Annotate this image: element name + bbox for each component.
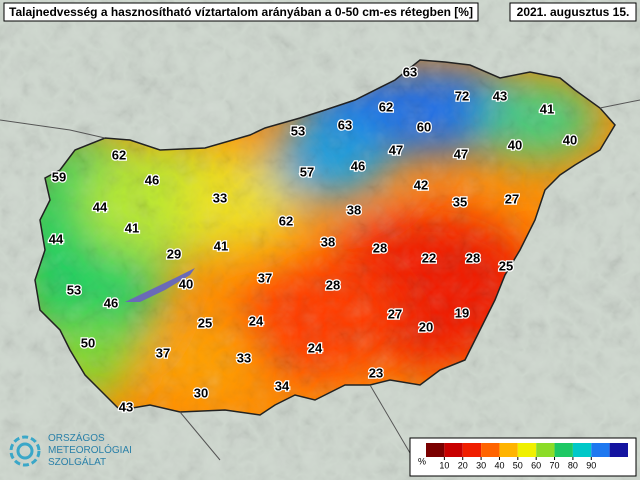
- reading: 53: [67, 282, 81, 297]
- legend-swatch: [591, 443, 610, 457]
- reading: 38: [321, 234, 335, 249]
- reading: 62: [279, 213, 293, 228]
- reading: 44: [49, 231, 64, 246]
- reading: 43: [493, 88, 507, 103]
- reading: 59: [52, 169, 66, 184]
- reading: 40: [508, 137, 522, 152]
- logo-line: SZOLGÁLAT: [48, 455, 106, 468]
- reading: 20: [419, 319, 433, 334]
- reading: 25: [198, 315, 212, 330]
- reading: 43: [119, 399, 133, 414]
- reading: 35: [453, 194, 467, 209]
- reading: 63: [403, 64, 417, 79]
- reading: 22: [422, 250, 436, 265]
- legend-tick-label: 60: [531, 460, 541, 470]
- reading: 33: [213, 190, 227, 205]
- title-box: [3, 2, 479, 22]
- reading: 46: [351, 158, 365, 173]
- reading: 60: [417, 119, 431, 134]
- legend-swatch: [572, 443, 592, 457]
- reading: 40: [179, 276, 193, 291]
- reading: 27: [388, 306, 402, 321]
- reading: 72: [455, 88, 469, 103]
- reading: 37: [258, 270, 272, 285]
- legend-swatch: [462, 443, 482, 457]
- legend-unit: %: [418, 456, 426, 466]
- reading: 24: [308, 340, 323, 355]
- country-borders: [0, 99, 640, 471]
- legend-swatch: [499, 443, 518, 457]
- reading: 47: [454, 146, 468, 161]
- legend-tick-label: 80: [568, 460, 578, 470]
- reading: 34: [275, 378, 290, 393]
- reading: 41: [214, 238, 228, 253]
- reading: 63: [338, 117, 352, 132]
- reading: 27: [505, 191, 519, 206]
- legend-tick-label: 50: [513, 460, 523, 470]
- legend-swatch: [481, 443, 500, 457]
- legend-tick-label: 70: [550, 460, 560, 470]
- legend-tick-label: 40: [494, 460, 504, 470]
- reading: 53: [291, 123, 305, 138]
- legend-tick-label: 20: [458, 460, 468, 470]
- reading: 62: [112, 147, 126, 162]
- reading: 50: [81, 335, 95, 350]
- reading: 24: [249, 313, 264, 328]
- reading: 41: [540, 101, 554, 116]
- reading: 40: [563, 132, 577, 147]
- reading: 42: [414, 177, 428, 192]
- reading: 33: [237, 350, 251, 365]
- legend-tick-label: 10: [439, 460, 449, 470]
- reading: 38: [347, 202, 361, 217]
- legend-tick-label: 90: [586, 460, 596, 470]
- reading: 46: [145, 172, 159, 187]
- reading: 28: [466, 250, 480, 265]
- reading: 62: [379, 99, 393, 114]
- reading: 19: [455, 305, 469, 320]
- legend-swatch: [426, 443, 445, 457]
- logo: ORSZÁGOS METEOROLÓGIAI SZOLGÁLAT: [9, 431, 132, 468]
- reading: 28: [326, 277, 340, 292]
- reading: 37: [156, 345, 170, 360]
- reading: 25: [499, 258, 513, 273]
- reading: 47: [389, 142, 403, 157]
- reading: 57: [300, 164, 314, 179]
- reading: 41: [125, 220, 139, 235]
- readings: 63 72 43 41 62 53 63 60 40 40 62 46 57 46 47 47 59 42 35 27…: [48, 63, 579, 416]
- legend-swatch: [554, 443, 573, 457]
- reading: 28: [373, 240, 387, 255]
- reading: 30: [194, 385, 208, 400]
- date: 2021. augusztus 15.: [517, 5, 630, 19]
- logo-line: ORSZÁGOS: [48, 431, 105, 444]
- legend: 10 20 30 40 50 60 70 80 90: [426, 443, 628, 470]
- legend-swatch: [536, 443, 555, 457]
- reading: 44: [93, 199, 108, 214]
- legend-tick-label: 30: [476, 460, 486, 470]
- reading: 29: [167, 246, 181, 261]
- title: Talajnedvesség a hasznosítható víztartal…: [9, 5, 473, 19]
- legend-swatch: [444, 443, 463, 457]
- reading: 46: [104, 295, 118, 310]
- logo-line: METEOROLÓGIAI: [48, 443, 132, 456]
- date-box: [509, 2, 637, 22]
- legend-swatch: [609, 443, 628, 457]
- reading: 23: [369, 365, 383, 380]
- legend-swatch: [517, 443, 537, 457]
